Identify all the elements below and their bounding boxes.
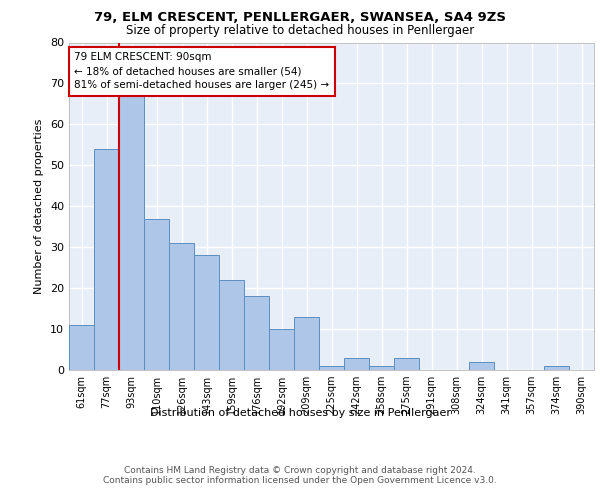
Bar <box>69 325 94 370</box>
Bar <box>319 366 344 370</box>
Bar <box>119 96 144 370</box>
Text: Distribution of detached houses by size in Penllergaer: Distribution of detached houses by size … <box>149 408 451 418</box>
Bar <box>344 358 369 370</box>
Bar <box>144 218 169 370</box>
Bar <box>194 256 219 370</box>
Bar <box>244 296 269 370</box>
Bar <box>294 317 319 370</box>
Text: 79 ELM CRESCENT: 90sqm
← 18% of detached houses are smaller (54)
81% of semi-det: 79 ELM CRESCENT: 90sqm ← 18% of detached… <box>74 52 329 90</box>
Bar <box>544 366 569 370</box>
Bar <box>94 149 119 370</box>
Bar <box>369 366 394 370</box>
Bar <box>394 358 419 370</box>
Bar <box>469 362 494 370</box>
Text: Size of property relative to detached houses in Penllergaer: Size of property relative to detached ho… <box>126 24 474 37</box>
Y-axis label: Number of detached properties: Number of detached properties <box>34 118 44 294</box>
Bar <box>169 243 194 370</box>
Text: 79, ELM CRESCENT, PENLLERGAER, SWANSEA, SA4 9ZS: 79, ELM CRESCENT, PENLLERGAER, SWANSEA, … <box>94 11 506 24</box>
Text: Contains public sector information licensed under the Open Government Licence v3: Contains public sector information licen… <box>103 476 497 485</box>
Bar <box>269 329 294 370</box>
Bar <box>219 280 244 370</box>
Text: Contains HM Land Registry data © Crown copyright and database right 2024.: Contains HM Land Registry data © Crown c… <box>124 466 476 475</box>
